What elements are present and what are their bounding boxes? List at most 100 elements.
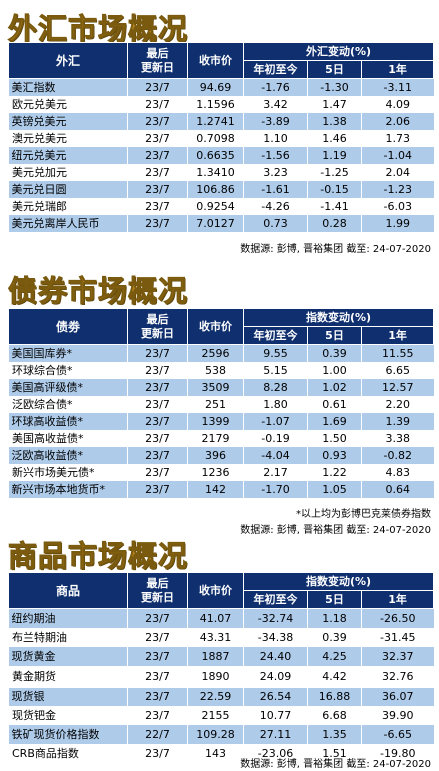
row-ytd: 2.17 [243,464,308,481]
row-1y: 4.83 [360,464,434,481]
table-row: 现货钯金 23/7 2155 10.77 6.68 39.90 [8,706,434,725]
row-5d: -0.15 [307,181,362,198]
row-1y: -26.50 [360,608,434,628]
header-name: 债劵 [8,308,128,345]
row-date: 23/7 [127,413,188,430]
header-close-price: 收市价 [187,42,244,79]
table-row: 英镑兑美元 23/7 1.2741 -3.89 1.38 2.06 [8,113,434,130]
row-ytd: -32.74 [243,608,308,628]
row-5d: 4.25 [307,647,362,666]
forex-source-note: 数据源: 彭博, 晋裕集团 截至: 24-07-2020 [240,244,431,255]
row-date: 23/7 [127,379,188,396]
row-close: 43.31 [187,628,244,647]
bonds-section-title: 债券市场概况 [7,274,189,309]
header-5d: 5日 [307,326,362,345]
row-5d: 1.05 [307,481,362,498]
row-1y: 32.76 [360,666,434,688]
row-date: 23/7 [127,447,188,464]
table-row: 美国高评级债* 23/7 3509 8.28 1.02 12.57 [8,379,434,396]
header-last-update: 最后 更新日 [127,42,188,79]
row-date: 23/7 [127,666,188,688]
header-last-update: 最后 更新日 [127,572,188,609]
row-date: 23/7 [127,430,188,447]
row-close: 3509 [187,379,244,396]
table-row: 现货黄金 23/7 1887 24.40 4.25 32.37 [8,647,434,666]
row-date: 23/7 [127,647,188,666]
table-row: 美国国库券* 23/7 2596 9.55 0.39 11.55 [8,344,434,362]
row-name: 泛欧综合债* [8,396,128,413]
row-name: 美国国库券* [8,344,128,362]
row-ytd: -34.38 [243,628,308,647]
row-1y: 6.65 [360,362,434,379]
row-1y: -3.11 [360,78,434,96]
row-5d: 1.51 [307,744,362,763]
table-row: CRB商品指数 23/7 143 -23.06 1.51 -19.80 [8,744,434,763]
row-ytd: 24.09 [243,666,308,688]
row-close: 396 [187,447,244,464]
row-name: 泛欧高收益债* [8,447,128,464]
row-name: 澳元兑美元 [8,130,128,147]
row-5d: 0.39 [307,344,362,362]
row-close: 1890 [187,666,244,688]
header-ytd: 年初至今 [243,590,308,609]
row-date: 23/7 [127,464,188,481]
row-ytd: -23.06 [243,744,308,763]
row-1y: 2.20 [360,396,434,413]
row-close: 1887 [187,647,244,666]
row-5d: 6.68 [307,706,362,725]
header-ytd: 年初至今 [243,326,308,345]
row-date: 23/7 [127,96,188,113]
row-ytd: -4.26 [243,198,308,215]
row-name: 黄金期货 [8,666,128,688]
row-ytd: -1.61 [243,181,308,198]
row-close: 0.7098 [187,130,244,147]
bonds-footnote: *以上均为彭博巴克莱债券指数 [296,509,431,520]
row-1y: 32.37 [360,647,434,666]
row-1y: -31.45 [360,628,434,647]
row-5d: -1.41 [307,198,362,215]
row-date: 22/7 [127,725,188,744]
row-1y: 2.06 [360,113,434,130]
row-5d: 1.38 [307,113,362,130]
row-close: 143 [187,744,244,763]
row-ytd: 27.11 [243,725,308,744]
row-5d: 16.88 [307,688,362,706]
row-1y: 2.04 [360,164,434,181]
row-close: 109.28 [187,725,244,744]
row-5d: 1.19 [307,147,362,164]
row-1y: 12.57 [360,379,434,396]
row-name: 美元兑日圆 [8,181,128,198]
row-1y: 36.07 [360,688,434,706]
row-1y: -6.03 [360,198,434,215]
table-row: 黄金期货 23/7 1890 24.09 4.42 32.76 [8,666,434,688]
table-row: 美元兑日圆 23/7 106.86 -1.61 -0.15 -1.23 [8,181,434,198]
row-1y: 39.90 [360,706,434,725]
row-close: 0.6635 [187,147,244,164]
row-name: 铁矿现货价格指数 [8,725,128,744]
table-row: 美汇指数 23/7 94.69 -1.76 -1.30 -3.11 [8,78,434,96]
row-date: 23/7 [127,164,188,181]
row-ytd: 1.80 [243,396,308,413]
row-name: 新兴市场美元债* [8,464,128,481]
row-date: 23/7 [127,688,188,706]
row-name: CRB商品指数 [8,744,128,763]
header-close-price: 收市价 [187,572,244,609]
row-name: 美汇指数 [8,78,128,96]
table-row: 环球综合债* 23/7 538 5.15 1.00 6.65 [8,362,434,379]
row-date: 23/7 [127,706,188,725]
row-5d: 0.28 [307,215,362,232]
row-name: 美元兑瑞郎 [8,198,128,215]
header-name: 外汇 [8,42,128,79]
row-ytd: -0.19 [243,430,308,447]
row-name: 现货钯金 [8,706,128,725]
row-ytd: 9.55 [243,344,308,362]
table-row: 美元兑加元 23/7 1.3410 3.23 -1.25 2.04 [8,164,434,181]
row-5d: -1.30 [307,78,362,96]
row-5d: 1.69 [307,413,362,430]
row-1y: 0.64 [360,481,434,498]
row-ytd: -1.76 [243,78,308,96]
row-1y: -0.82 [360,447,434,464]
row-name: 纽约期油 [8,608,128,628]
row-date: 23/7 [127,181,188,198]
header-5d: 5日 [307,60,362,79]
